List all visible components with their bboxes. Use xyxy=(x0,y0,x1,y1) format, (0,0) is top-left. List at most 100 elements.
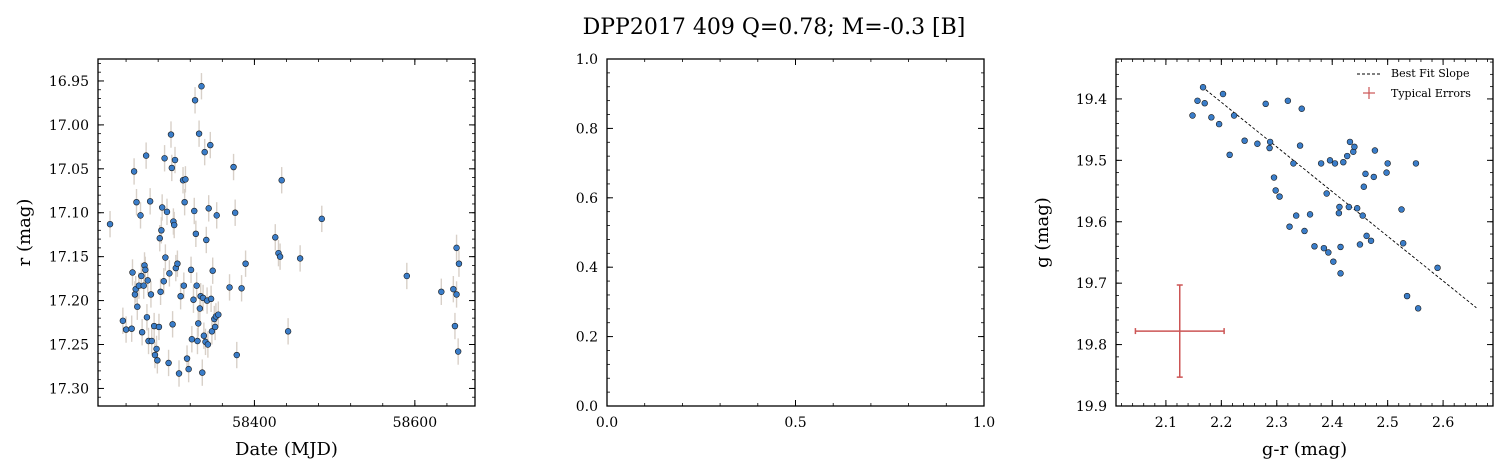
data-point xyxy=(453,244,460,252)
data-point xyxy=(129,269,136,276)
data-point xyxy=(1345,203,1353,211)
color-magnitude-ytick-label: 19.8 xyxy=(1076,338,1107,354)
data-point xyxy=(1286,223,1293,230)
data-point xyxy=(453,291,460,298)
data-point xyxy=(1351,143,1358,151)
data-point xyxy=(1326,157,1334,164)
data-point xyxy=(1254,140,1261,147)
data-point xyxy=(174,260,181,267)
data-point xyxy=(142,266,149,274)
data-point xyxy=(181,198,188,206)
data-point xyxy=(171,221,178,229)
data-point xyxy=(1383,169,1390,176)
data-point xyxy=(183,355,191,362)
data-point xyxy=(204,341,212,348)
data-point xyxy=(1301,227,1308,235)
data-point xyxy=(1306,211,1314,218)
data-point xyxy=(134,303,141,310)
data-point xyxy=(1343,152,1351,160)
data-point xyxy=(1266,138,1274,146)
data-point xyxy=(242,260,249,267)
data-point xyxy=(201,148,208,156)
data-point xyxy=(192,230,200,238)
data-point xyxy=(156,235,163,242)
data-point xyxy=(1384,160,1391,167)
light-curve-ytick-label: 17.15 xyxy=(49,250,89,266)
data-point xyxy=(208,328,216,335)
data-point xyxy=(403,272,411,280)
data-point xyxy=(231,209,239,216)
data-point xyxy=(1241,137,1248,144)
color-magnitude-xtick-label: 2.5 xyxy=(1377,415,1399,431)
data-point xyxy=(1317,160,1325,167)
data-point xyxy=(1311,243,1318,250)
data-point xyxy=(1337,270,1344,277)
data-point xyxy=(146,198,154,205)
color-magnitude-panel: 2.1 2.2 2.3 2.4 2.5 2.6 19.4 19.5 19.6 19.7 19.8 19… xyxy=(1032,58,1494,460)
light-curve-xlabel: Date (MJD) xyxy=(235,439,338,460)
light-curve-ytick-label: 17.20 xyxy=(49,294,89,310)
data-point xyxy=(171,156,179,164)
color-magnitude-ytick-label: 19.6 xyxy=(1076,215,1107,231)
legend-error-label: Typical Errors xyxy=(1391,87,1471,100)
data-point xyxy=(138,272,145,280)
data-point xyxy=(1208,114,1215,121)
data-point xyxy=(1412,160,1420,167)
data-point xyxy=(148,337,155,345)
color-magnitude-ytick-label: 19.9 xyxy=(1076,399,1107,415)
data-point xyxy=(147,291,155,298)
color-magnitude-xtick-label: 2.2 xyxy=(1210,415,1232,431)
color-magnitude-xlabel: g-r (mag) xyxy=(1262,439,1347,460)
data-point xyxy=(205,205,212,212)
data-point xyxy=(130,168,138,175)
data-point xyxy=(1270,174,1278,181)
data-point xyxy=(1414,305,1422,312)
data-point xyxy=(1398,206,1405,213)
data-point xyxy=(1371,147,1379,154)
data-point xyxy=(226,284,233,291)
empty-ytick-label: 1.0 xyxy=(576,52,598,68)
data-point xyxy=(1226,151,1233,159)
data-point xyxy=(187,266,195,274)
data-point xyxy=(194,337,201,345)
data-point xyxy=(1292,212,1300,219)
data-point xyxy=(1276,193,1283,200)
data-point xyxy=(1262,100,1269,108)
data-point xyxy=(1199,84,1207,91)
data-point xyxy=(195,130,203,137)
data-point xyxy=(1194,97,1201,104)
data-point xyxy=(230,163,237,171)
data-point xyxy=(1336,203,1343,211)
data-point xyxy=(1363,232,1370,240)
data-point xyxy=(198,83,205,90)
data-point xyxy=(191,207,198,215)
data-point xyxy=(318,215,325,223)
data-point xyxy=(137,212,144,219)
light-curve-xtick-label: 58600 xyxy=(393,415,438,431)
data-point xyxy=(122,326,130,333)
data-point xyxy=(140,282,147,289)
data-point xyxy=(1370,173,1378,181)
data-point xyxy=(160,278,167,285)
data-point xyxy=(1356,241,1364,248)
data-point xyxy=(196,305,204,312)
data-point xyxy=(207,141,214,149)
data-point xyxy=(131,291,139,298)
data-point xyxy=(451,322,459,330)
data-point xyxy=(1323,190,1330,197)
data-point xyxy=(1367,237,1375,244)
data-point xyxy=(155,323,163,331)
data-point xyxy=(1353,205,1361,212)
data-point xyxy=(1331,160,1339,167)
data-point xyxy=(133,198,140,206)
color-magnitude-axes-frame xyxy=(1115,58,1494,407)
data-point xyxy=(211,323,219,331)
data-point xyxy=(215,311,222,318)
data-point xyxy=(272,234,279,241)
empty-xtick-label: 1.0 xyxy=(973,415,995,431)
light-curve-ytick-label: 16.95 xyxy=(49,74,89,90)
data-point xyxy=(1434,264,1441,272)
data-point xyxy=(438,288,445,295)
data-point xyxy=(1320,244,1328,252)
